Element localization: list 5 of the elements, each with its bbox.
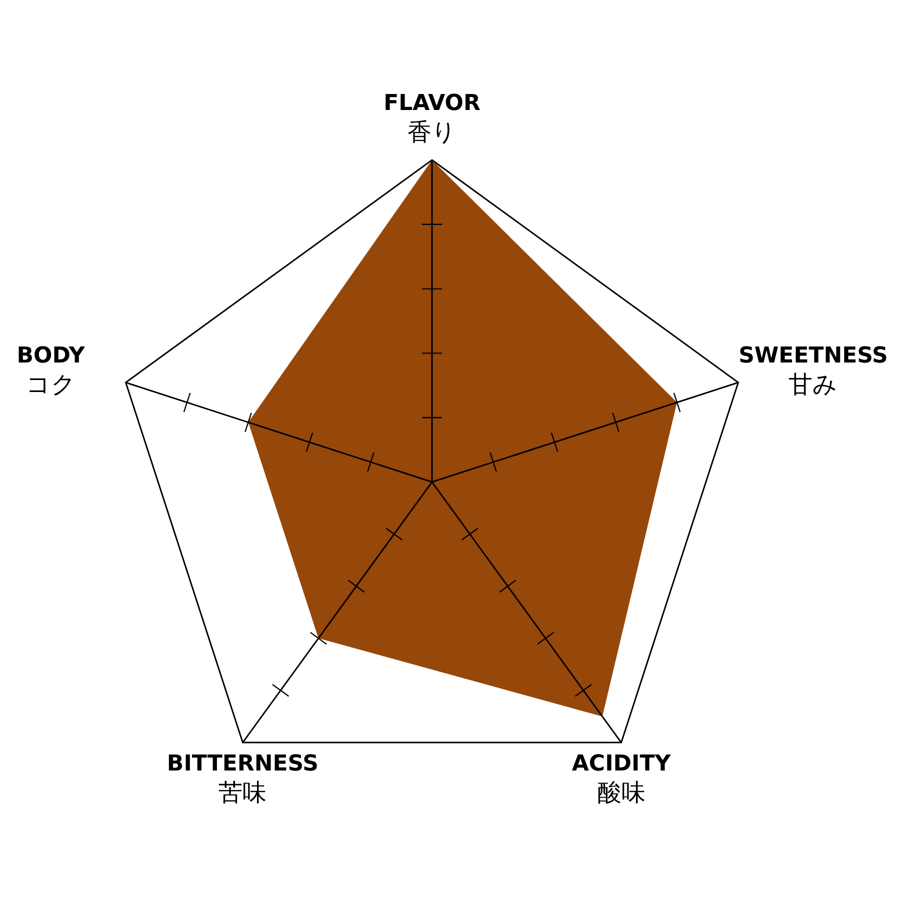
spoke-label: BITTERNESS 苦味 <box>166 752 319 807</box>
spoke-label: SWEETNESS 甘み <box>738 343 888 398</box>
spoke-label: BODY コク <box>16 343 86 398</box>
spoke-label: ACIDITY 酸味 <box>572 752 672 807</box>
spoke-label: FLAVOR 香り <box>384 91 480 146</box>
